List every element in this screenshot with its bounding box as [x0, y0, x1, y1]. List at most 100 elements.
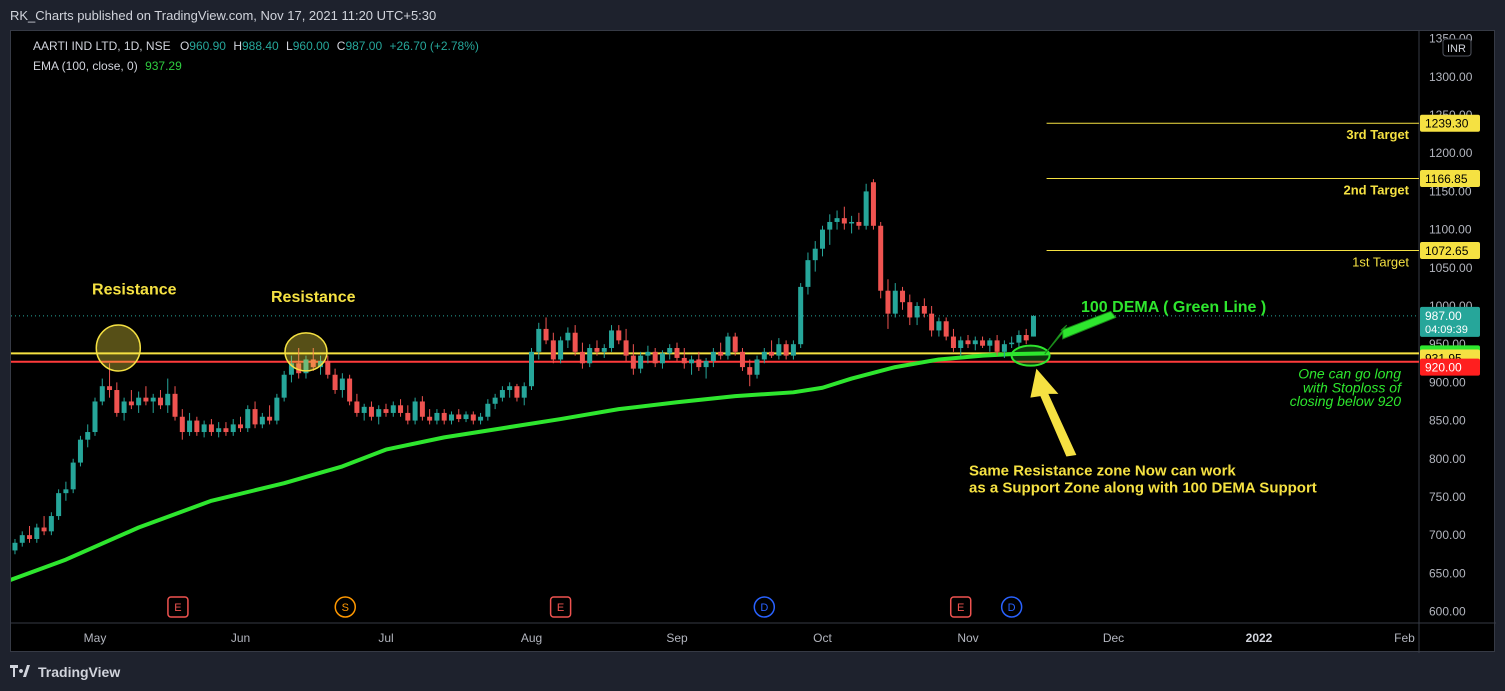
candle-body	[638, 355, 644, 369]
candle-body	[223, 428, 229, 433]
candle-body	[630, 355, 636, 369]
candle-body	[92, 401, 98, 433]
symbol-name[interactable]: AARTI IND LTD, 1D, NSE	[33, 39, 171, 53]
ohlc-close: 987.00	[345, 39, 383, 53]
top-bar: RK_Charts published on TradingView.com, …	[0, 0, 1505, 30]
target-label: 1st Target	[1352, 254, 1409, 269]
candle-body	[732, 336, 738, 352]
candle-body	[878, 225, 884, 291]
candle-body	[1016, 335, 1022, 343]
candle-body	[856, 221, 862, 226]
event-label: E	[174, 602, 181, 614]
y-tick-label: 800.00	[1429, 452, 1466, 466]
candle-body	[812, 248, 818, 261]
candle-body	[376, 409, 382, 417]
resistance-circle	[95, 324, 142, 372]
candle-body	[427, 416, 433, 421]
candle-body	[907, 302, 913, 318]
y-tick-label: 1150.00	[1429, 184, 1472, 198]
support-note-line-1: Same Resistance zone Now can work	[969, 463, 1236, 480]
candle-body	[252, 409, 258, 425]
candle-body	[798, 286, 804, 345]
candle-body	[558, 340, 564, 360]
candle-body	[572, 332, 578, 352]
target-label: 2nd Target	[1344, 183, 1410, 198]
price-chart[interactable]: 1350.001300.001250.001200.001150.001100.…	[11, 31, 1496, 653]
candle-body	[41, 527, 47, 532]
candle-body	[398, 405, 404, 413]
candle-body	[48, 516, 54, 532]
candle-body	[1001, 344, 1007, 352]
candle-body	[529, 351, 534, 387]
candle-body	[645, 351, 651, 356]
resistance-circle	[284, 332, 328, 372]
candle-body	[339, 378, 345, 391]
ema-value: 937.29	[145, 59, 182, 73]
candle-body	[172, 393, 178, 417]
ohlc-low-label: L	[286, 39, 293, 53]
x-tick-label: Feb	[1394, 631, 1415, 645]
price-label: 1166.85	[1425, 172, 1468, 186]
candle-body	[609, 330, 615, 349]
x-tick-label: 2022	[1246, 631, 1273, 645]
candle-body	[565, 332, 571, 341]
candle-body	[157, 397, 163, 406]
y-tick-label: 900.00	[1429, 375, 1466, 389]
y-tick-label: 1300.00	[1429, 70, 1473, 84]
symbol-legend: AARTI IND LTD, 1D, NSE O960.90 H988.40 L…	[33, 39, 479, 53]
candle-body	[325, 360, 331, 375]
currency-label: INR	[1447, 43, 1466, 55]
dividend-event-icon	[753, 596, 776, 618]
dividend-event-icon	[1000, 596, 1023, 618]
candle-body	[390, 405, 396, 413]
price-label: 920.00	[1425, 361, 1462, 375]
chart-frame[interactable]: 1350.001300.001250.001200.001150.001100.…	[10, 30, 1496, 653]
y-tick-label: 600.00	[1429, 605, 1466, 619]
candle-body	[208, 424, 214, 433]
price-countdown: 04:09:39	[1425, 324, 1468, 336]
candle-body	[310, 359, 316, 368]
candle-body	[863, 191, 869, 226]
candle-body	[77, 439, 83, 463]
earnings-event-icon	[949, 596, 972, 618]
candle-body	[725, 336, 731, 356]
candle-body	[419, 401, 425, 417]
candle-body	[456, 414, 462, 420]
candle-body	[703, 360, 709, 368]
candle-body	[674, 348, 680, 358]
candle-body	[56, 493, 62, 517]
candle-body	[405, 412, 411, 421]
candle-body	[754, 359, 760, 375]
candle-body	[245, 409, 251, 429]
candle-body	[834, 218, 840, 222]
candle-body	[187, 420, 193, 433]
candle-body	[1023, 335, 1029, 341]
ohlc-low: 960.00	[292, 39, 330, 53]
stoploss-note-line-3: closing below 920	[1290, 393, 1402, 409]
support-note-line-2: as a Support Zone along with 100 DEMA Su…	[969, 479, 1317, 496]
candle-body	[274, 397, 280, 421]
candle-body	[288, 363, 294, 375]
candle-body	[121, 401, 127, 413]
candle-body	[434, 412, 440, 421]
candle-body	[238, 424, 243, 429]
indicator-legend[interactable]: EMA (100, close, 0) 937.29	[33, 59, 182, 73]
price-label: 1072.65	[1425, 244, 1469, 258]
candle-body	[776, 344, 782, 356]
candle-body	[550, 340, 556, 360]
event-label: E	[957, 602, 964, 614]
candle-body	[761, 351, 767, 360]
candle-body	[914, 305, 920, 318]
publisher-info: RK_Charts published on TradingView.com, …	[10, 8, 437, 23]
candle-body	[318, 360, 324, 368]
candle-body	[448, 414, 454, 421]
candle-body	[332, 374, 338, 391]
target-label: 3rd Target	[1346, 127, 1409, 142]
candle-body	[965, 340, 971, 345]
split-event-icon	[334, 596, 357, 618]
tradingview-logo-icon	[10, 665, 30, 677]
candle-body	[936, 321, 942, 331]
candle-body	[128, 401, 134, 406]
tradingview-brand[interactable]: TradingView	[38, 664, 121, 680]
y-tick-label: 1100.00	[1429, 223, 1472, 237]
